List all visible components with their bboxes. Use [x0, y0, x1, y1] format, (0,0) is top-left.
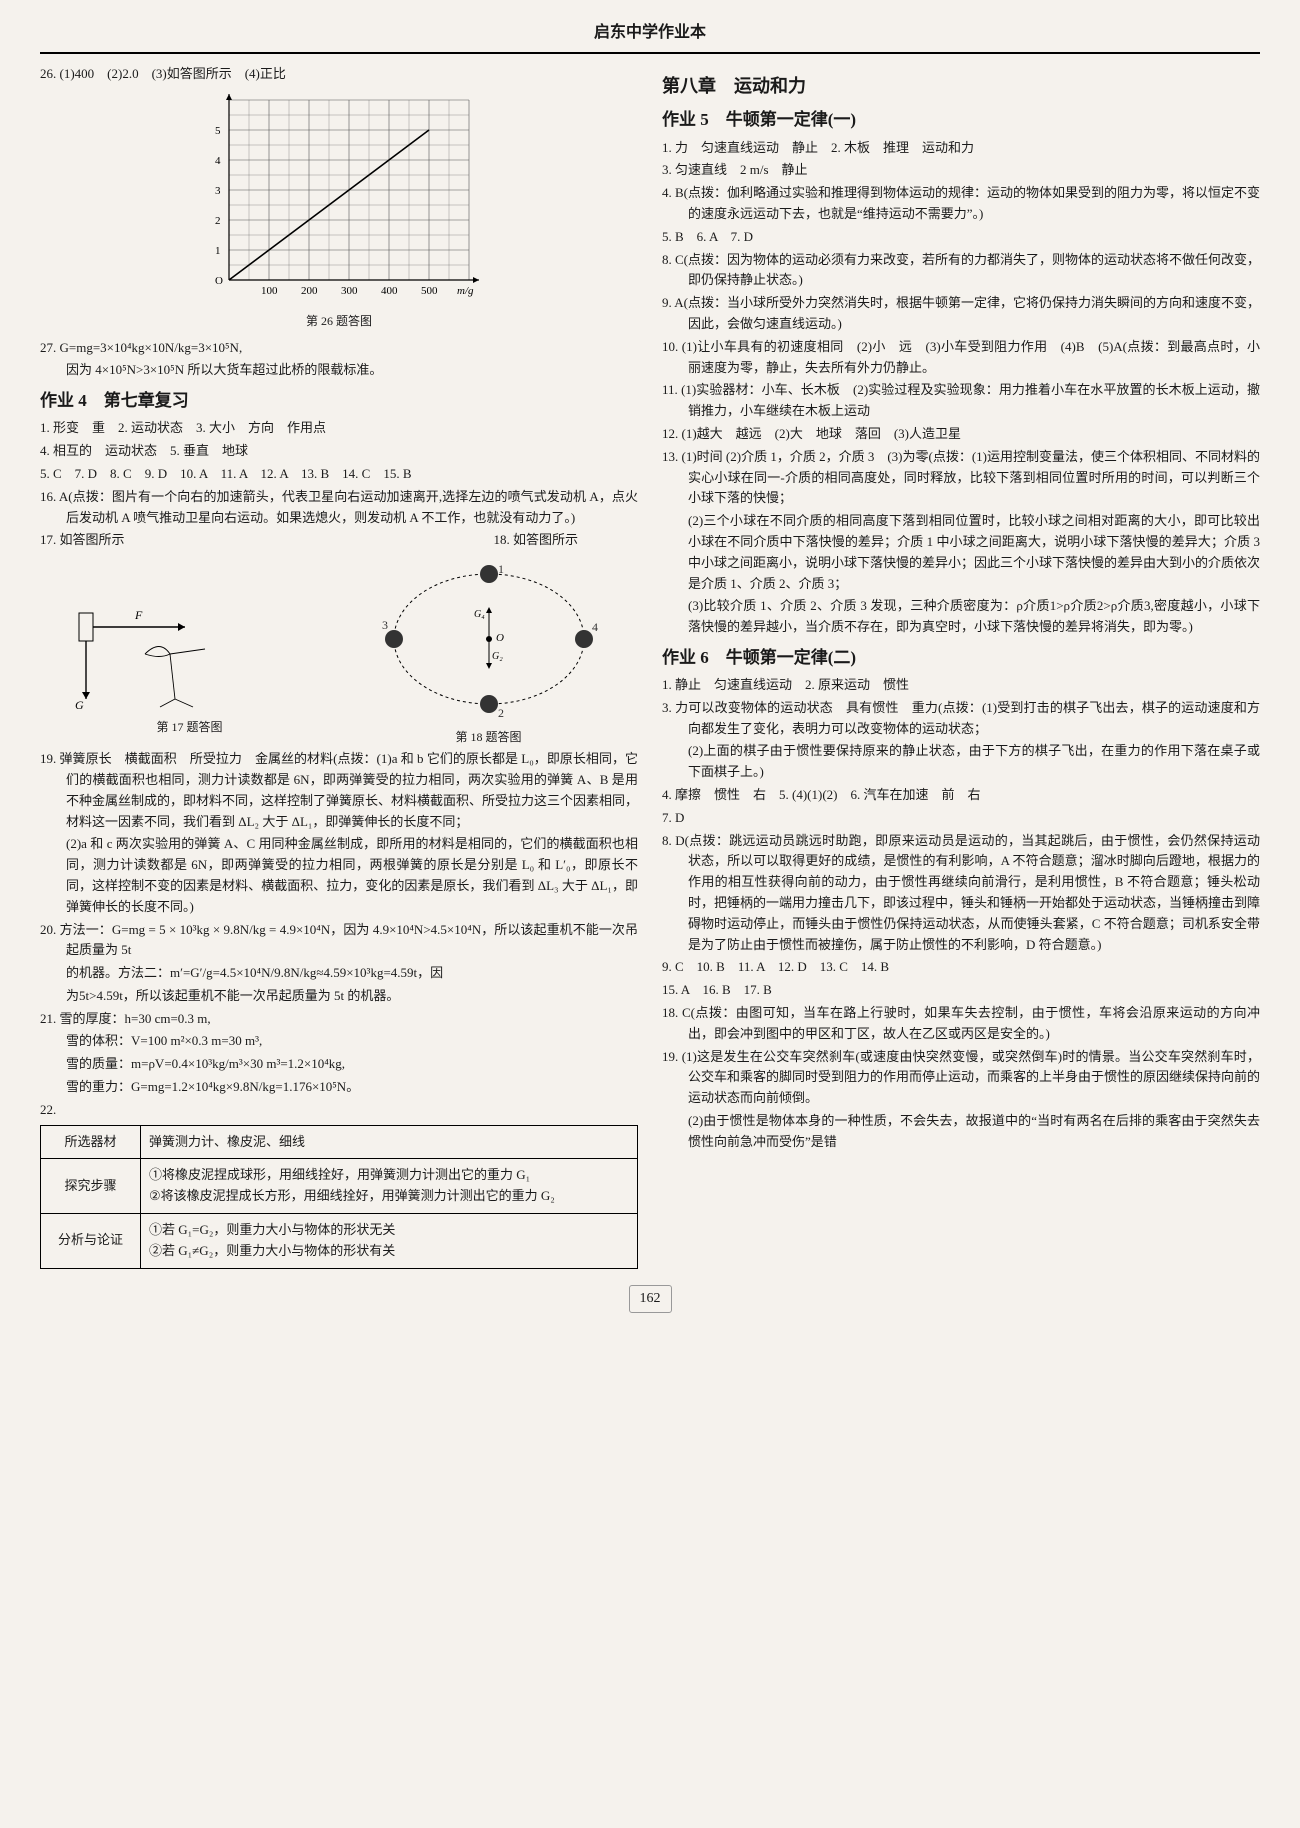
content-columns: 26. (1)400 (2)2.0 (3)如答图所示 (4)正比 — [40, 64, 1260, 1269]
s4-p20a: 20. 方法一：G=mg = 5 × 10³kg × 9.8N/kg = 4.9… — [40, 920, 638, 962]
q27-line2: 因为 4×10⁵N>3×10⁵N 所以大货车超过此桥的限载标准。 — [40, 360, 638, 381]
tbl-r2c2: ①将橡皮泥捏成球形，用细线拴好，用弹簧测力计测出它的重力 G₁ ②将该橡皮泥捏成… — [141, 1159, 638, 1214]
tbl-r2c1: 探究步骤 — [41, 1159, 141, 1214]
svg-text:G₄: G₄ — [474, 609, 485, 620]
svg-text:2: 2 — [498, 706, 504, 719]
s5-p3: 3. 匀速直线 2 m/s 静止 — [662, 160, 1260, 181]
diagram-17: F G 第 17 题答图 — [75, 559, 305, 737]
s4-p16: 16. A(点拨：图片有一个向右的加速箭头，代表卫星向右运动加速离开,选择左边的… — [40, 487, 638, 529]
s5-p11: 11. (1)实验器材：小车、长木板 (2)实验过程及实验现象：用力推着小车在水… — [662, 380, 1260, 422]
diagram-row-17-18: F G 第 17 题答图 O — [40, 559, 638, 747]
tbl-r3c1: 分析与论证 — [41, 1214, 141, 1269]
s4-p21a: 21. 雪的厚度：h=30 cm=0.3 m, — [40, 1009, 638, 1030]
s4-p20b: 的机器。方法二：m′=G′/g=4.5×10⁴N/9.8N/kg≈4.59×10… — [40, 963, 638, 984]
svg-text:G: G — [75, 698, 84, 709]
svg-text:G/N: G/N — [225, 90, 244, 93]
s5-p9: 9. A(点拨：当小球所受外力突然消失时，根据牛顿第一定律，它将仍保持力消失瞬间… — [662, 293, 1260, 335]
s4-p1: 1. 形变 重 2. 运动状态 3. 大小 方向 作用点 — [40, 418, 638, 439]
svg-text:O: O — [496, 632, 504, 644]
s4-p21c: 雪的质量：m=ρV=0.4×10³kg/m³×30 m³=1.2×10⁴kg, — [40, 1054, 638, 1075]
q17-label: 17. 如答图所示 — [40, 530, 125, 551]
svg-text:F: F — [134, 608, 143, 622]
s5-p4: 4. B(点拨：伽利略通过实验和推理得到物体运动的规律：运动的物体如果受到的阻力… — [662, 183, 1260, 225]
s6-p3a: 3. 力可以改变物体的运动状态 具有惯性 重力(点拨：(1)受到打击的棋子飞出去… — [662, 698, 1260, 740]
s4-p5: 5. C 7. D 8. C 9. D 10. A 11. A 12. A 13… — [40, 464, 638, 485]
chart-26-caption: 第 26 题答图 — [306, 312, 372, 331]
s5-p1: 1. 力 匀速直线运动 静止 2. 木板 推理 运动和力 — [662, 138, 1260, 159]
section-4-title: 作业 4 第七章复习 — [40, 387, 638, 414]
q26-answers: 26. (1)400 (2)2.0 (3)如答图所示 (4)正比 — [40, 64, 638, 85]
s4-p21b: 雪的体积：V=100 m²×0.3 m=30 m³, — [40, 1031, 638, 1052]
s6-p19a: 19. (1)这是发生在公交车突然刹车(或速度由快突然变慢，或突然倒车)时的情景… — [662, 1047, 1260, 1109]
s6-p9: 9. C 10. B 11. A 12. D 13. C 14. B — [662, 957, 1260, 978]
s6-p4: 4. 摩擦 惯性 右 5. (4)(1)(2) 6. 汽车在加速 前 右 — [662, 785, 1260, 806]
diagram-18-caption: 第 18 题答图 — [374, 728, 604, 747]
svg-text:G₂: G₂ — [492, 651, 503, 662]
svg-text:m/g: m/g — [457, 285, 474, 297]
s5-p13c: (3)比较介质 1、介质 2、介质 3 发现，三种介质密度为：ρ介质1>ρ介质2… — [662, 596, 1260, 638]
tbl-r3c2: ①若 G₁=G₂，则重力大小与物体的形状无关 ②若 G₁≠G₂，则重力大小与物体… — [141, 1214, 638, 1269]
q27-line1: 27. G=mg=3×10⁴kg×10N/kg=3×10⁵N, — [40, 338, 638, 359]
svg-text:2: 2 — [215, 215, 221, 227]
svg-text:200: 200 — [301, 285, 318, 297]
table-row: 探究步骤 ①将橡皮泥捏成球形，用细线拴好，用弹簧测力计测出它的重力 G₁ ②将该… — [41, 1159, 638, 1214]
svg-text:500: 500 — [421, 285, 438, 297]
s5-p10: 10. (1)让小车具有的初速度相同 (2)小 远 (3)小车受到阻力作用 (4… — [662, 337, 1260, 379]
s6-p19b: (2)由于惯性是物体本身的一种性质，不会失去，故报道中的“当时有两名在后排的乘客… — [662, 1111, 1260, 1153]
table-row: 所选器材 弹簧测力计、橡皮泥、细线 — [41, 1125, 638, 1159]
s6-p1: 1. 静止 匀速直线运动 2. 原来运动 惯性 — [662, 675, 1260, 696]
table-row: 分析与论证 ①若 G₁=G₂，则重力大小与物体的形状无关 ②若 G₁≠G₂，则重… — [41, 1214, 638, 1269]
s4-p22: 22. — [40, 1100, 638, 1121]
svg-text:O: O — [215, 275, 223, 287]
s6-p8: 8. D(点拨：跳远运动员跳远时助跑，即原来运动员是运动的，当其起跳后，由于惯性… — [662, 831, 1260, 956]
diagram-17-caption: 第 17 题答图 — [75, 718, 305, 737]
svg-text:4: 4 — [592, 620, 598, 634]
svg-text:4: 4 — [215, 155, 221, 167]
page-header: 启东中学作业本 — [40, 20, 1260, 54]
section-5-title: 作业 5 牛顿第一定律(一) — [662, 106, 1260, 133]
page-number: 162 — [40, 1285, 1260, 1313]
s4-p20c: 为5t>4.59t，所以该起重机不能一次吊起质量为 5t 的机器。 — [40, 986, 638, 1007]
s6-p18: 18. C(点拨：由图可知，当车在路上行驶时，如果车失去控制，由于惯性，车将会沿… — [662, 1003, 1260, 1045]
s4-p19a: 19. 弹簧原长 横截面积 所受拉力 金属丝的材料(点拨：(1)a 和 b 它们… — [40, 749, 638, 832]
chart-26: O 1 2 3 4 5 100 200 300 400 500 m/g G/N … — [40, 90, 638, 331]
section-6-title: 作业 6 牛顿第一定律(二) — [662, 644, 1260, 671]
q18-label: 18. 如答图所示 — [493, 530, 638, 551]
diagram-18: O 1 4 2 3 G₄ G₂ 第 18 题答图 — [374, 559, 604, 747]
s4-p4: 4. 相互的 运动状态 5. 垂直 地球 — [40, 441, 638, 462]
s4-p21d: 雪的重力：G=mg=1.2×10⁴kg×9.8N/kg=1.176×10⁵N。 — [40, 1077, 638, 1098]
chart-26-svg: O 1 2 3 4 5 100 200 300 400 500 m/g G/N — [189, 90, 489, 310]
s5-p12: 12. (1)越大 越远 (2)大 地球 落回 (3)人造卫星 — [662, 424, 1260, 445]
svg-text:3: 3 — [215, 185, 221, 197]
chapter-8-title: 第八章 运动和力 — [662, 72, 1260, 101]
svg-text:1: 1 — [215, 245, 221, 257]
tbl-r1c1: 所选器材 — [41, 1125, 141, 1159]
left-column: 26. (1)400 (2)2.0 (3)如答图所示 (4)正比 — [40, 64, 638, 1269]
s5-p13b: (2)三个小球在不同介质的相同高度下落到相同位置时，比较小球之间相对距离的大小，… — [662, 511, 1260, 594]
tbl-r1c2: 弹簧测力计、橡皮泥、细线 — [141, 1125, 638, 1159]
s5-p5: 5. B 6. A 7. D — [662, 227, 1260, 248]
s5-p8: 8. C(点拨：因为物体的运动必须有力来改变，若所有的力都消失了，则物体的运动状… — [662, 250, 1260, 292]
svg-text:5: 5 — [215, 125, 221, 137]
svg-text:300: 300 — [341, 285, 358, 297]
s6-p3b: (2)上面的棋子由于惯性要保持原来的静止状态，由于下方的棋子飞出，在重力的作用下… — [662, 741, 1260, 783]
svg-text:3: 3 — [382, 618, 388, 632]
s5-p13a: 13. (1)时间 (2)介质 1，介质 2，介质 3 (3)为零(点拨：(1)… — [662, 447, 1260, 509]
s6-p15: 15. A 16. B 17. B — [662, 980, 1260, 1001]
svg-text:400: 400 — [381, 285, 398, 297]
right-column: 第八章 运动和力 作业 5 牛顿第一定律(一) 1. 力 匀速直线运动 静止 2… — [662, 64, 1260, 1269]
s4-p19b: (2)a 和 c 两次实验用的弹簧 A、C 用同种金属丝制成，即所用的材料是相同… — [40, 834, 638, 917]
table-22: 所选器材 弹簧测力计、橡皮泥、细线 探究步骤 ①将橡皮泥捏成球形，用细线拴好，用… — [40, 1125, 638, 1269]
svg-text:100: 100 — [261, 285, 278, 297]
s6-p7: 7. D — [662, 808, 1260, 829]
svg-text:1: 1 — [498, 562, 504, 576]
